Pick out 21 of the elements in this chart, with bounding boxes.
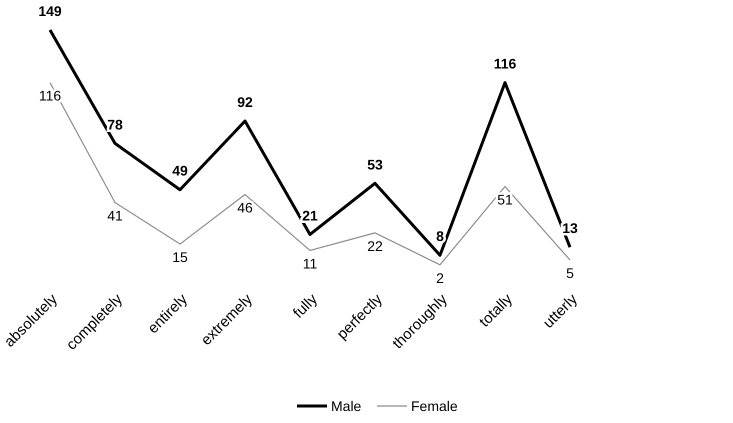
- data-label: 92: [237, 94, 253, 110]
- data-label: 2: [436, 270, 444, 286]
- data-label: 51: [497, 192, 513, 208]
- data-label: 21: [302, 207, 318, 224]
- data-label: 49: [172, 162, 188, 179]
- data-label: 46: [237, 200, 253, 216]
- data-label: 149: [38, 3, 62, 19]
- legend-label: Male: [331, 398, 362, 414]
- data-label: 116: [38, 88, 62, 104]
- data-label: 8: [436, 228, 444, 244]
- x-tick-label: fully: [290, 290, 322, 322]
- data-label: 116: [494, 56, 517, 72]
- data-label: 41: [107, 208, 123, 224]
- data-label: 53: [367, 156, 383, 172]
- data-label: 15: [172, 249, 188, 266]
- data-label: 78: [107, 116, 123, 132]
- data-label: 22: [367, 238, 383, 254]
- data-label: 5: [566, 265, 574, 282]
- data-label: 13: [562, 220, 578, 236]
- data-label: 11: [302, 255, 318, 272]
- legend-label: Female: [411, 398, 458, 414]
